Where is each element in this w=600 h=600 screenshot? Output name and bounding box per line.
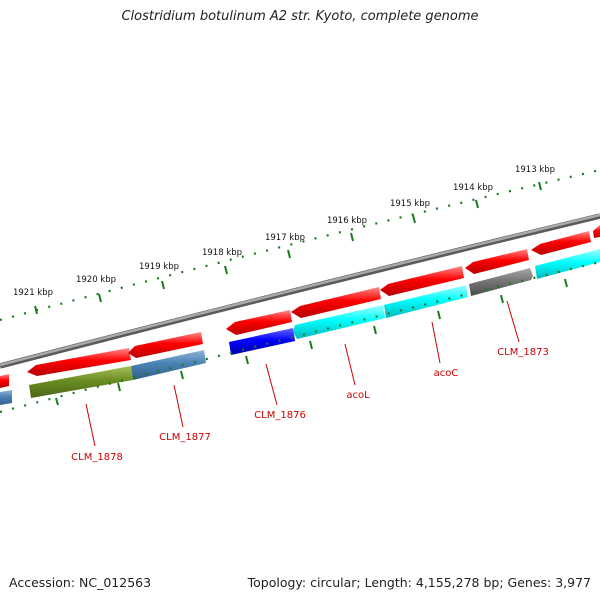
tick-1920 — [98, 293, 102, 303]
kbp-label-1916: 1916 kbp — [327, 216, 367, 226]
reverse-gene-clm1878[interactable] — [29, 366, 133, 398]
topology-footer: Topology: circular; Length: 4,155,278 bp… — [247, 575, 591, 590]
label-acol[interactable]: acoL — [346, 390, 370, 401]
outer-ruler-dots — [0, 168, 600, 322]
reverse-gene-clm1876[interactable] — [229, 328, 295, 355]
label-clm1873[interactable]: CLM_1873 — [497, 347, 549, 358]
inner-tick-a — [55, 397, 59, 406]
kbp-label-1920: 1920 kbp — [76, 275, 116, 285]
leader-clm1878 — [85, 403, 96, 447]
label-clm1876[interactable]: CLM_1876 — [254, 410, 306, 421]
leader-acol — [344, 343, 356, 386]
backbone-highlight — [0, 213, 600, 367]
tick-1916 — [350, 232, 354, 242]
reverse-gene-next[interactable] — [535, 249, 600, 279]
forward-gene-next[interactable] — [531, 231, 591, 255]
reverse-gene-edge[interactable] — [0, 390, 12, 405]
inner-ruler-major-ticks — [55, 278, 568, 406]
gene-labels: CLM_1873 acoC acoL CLM_1876 CLM_1877 CLM… — [71, 300, 549, 463]
inner-ruler — [0, 260, 600, 414]
accession-footer: Accession: NC_012563 — [9, 575, 152, 590]
inner-tick-b — [117, 382, 121, 392]
forward-gene-acol[interactable] — [291, 287, 381, 318]
forward-gene-clm1878[interactable] — [27, 348, 131, 376]
forward-gene-acoc[interactable] — [380, 266, 464, 296]
inner-tick-f — [373, 325, 377, 335]
forward-gene-edge[interactable] — [0, 374, 9, 388]
backbone — [0, 213, 600, 369]
kbp-label-1913: 1913 kbp — [515, 165, 555, 175]
leader-clm1873 — [506, 300, 520, 343]
kbp-label-1918: 1918 kbp — [202, 248, 242, 258]
inner-tick-d — [245, 355, 249, 365]
inner-tick-c — [180, 370, 184, 380]
forward-gene-clm1877[interactable] — [128, 332, 203, 358]
map-title: Clostridium botulinum A2 str. Kyoto, com… — [121, 9, 479, 24]
label-clm1877[interactable]: CLM_1877 — [159, 432, 211, 443]
tick-1917 — [287, 249, 291, 259]
forward-gene-clm1873[interactable] — [465, 249, 529, 274]
forward-gene-edge-right[interactable] — [593, 225, 600, 238]
outer-ruler-major-ticks — [34, 181, 542, 315]
tick-1915 — [412, 214, 416, 224]
inner-tick-e — [309, 340, 313, 350]
tick-1914 — [475, 199, 479, 209]
inner-tick-g — [437, 310, 441, 320]
reverse-gene-clm1877[interactable] — [131, 350, 206, 380]
kbp-label-1914: 1914 kbp — [453, 183, 493, 193]
forward-strand — [0, 225, 600, 388]
forward-gene-clm1876[interactable] — [226, 310, 292, 335]
tick-1919 — [161, 280, 165, 290]
kbp-label-1919: 1919 kbp — [139, 262, 179, 272]
kbp-label-1915: 1915 kbp — [390, 199, 430, 209]
label-clm1878[interactable]: CLM_1878 — [71, 452, 123, 463]
tick-1913 — [538, 181, 542, 191]
reverse-gene-acoc[interactable] — [384, 285, 468, 318]
reverse-strand — [0, 249, 600, 405]
tick-1921 — [34, 305, 38, 315]
label-acoc[interactable]: acoC — [434, 368, 459, 379]
leader-clm1876 — [265, 363, 278, 406]
inner-tick-i — [564, 278, 568, 288]
tick-1918 — [224, 265, 228, 275]
leader-clm1877 — [173, 384, 184, 428]
kbp-label-1921: 1921 kbp — [13, 288, 53, 298]
inner-tick-h — [500, 294, 504, 304]
leader-acoc — [431, 321, 441, 364]
outer-ruler: 1913 kbp 1914 kbp 1915 kbp 1916 kbp 1917… — [0, 165, 600, 322]
kbp-label-1917: 1917 kbp — [265, 233, 305, 243]
